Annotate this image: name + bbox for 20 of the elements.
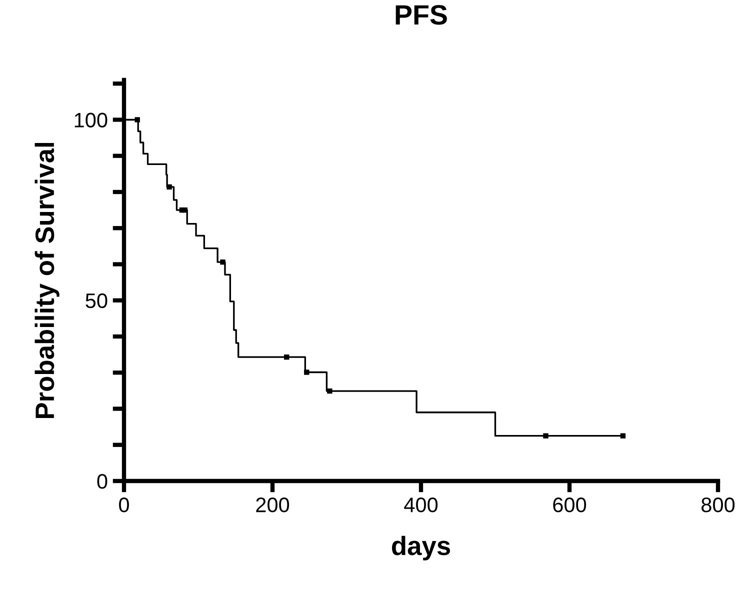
x-tick-label: 0 [119, 498, 129, 512]
point [220, 259, 226, 265]
x-tick-label: 800 [702, 498, 735, 512]
point [166, 184, 172, 190]
point [543, 433, 548, 438]
point [327, 388, 332, 394]
chart-title: PFS [396, 5, 447, 25]
x-tick-label: 400 [404, 498, 438, 512]
point [620, 433, 626, 438]
x-tick-label: 200 [256, 498, 290, 512]
y-tick-label: 0 [97, 474, 108, 489]
x-tick-label: 600 [553, 498, 586, 512]
point [304, 370, 310, 375]
y-tick-label: 100 [74, 112, 108, 128]
point [182, 207, 188, 213]
point [284, 354, 290, 360]
y-tick-label: 50 [86, 293, 108, 308]
x-axis-title: days [392, 536, 450, 560]
point [134, 117, 140, 122]
y-axis-title: Probability of Survival [34, 143, 60, 418]
